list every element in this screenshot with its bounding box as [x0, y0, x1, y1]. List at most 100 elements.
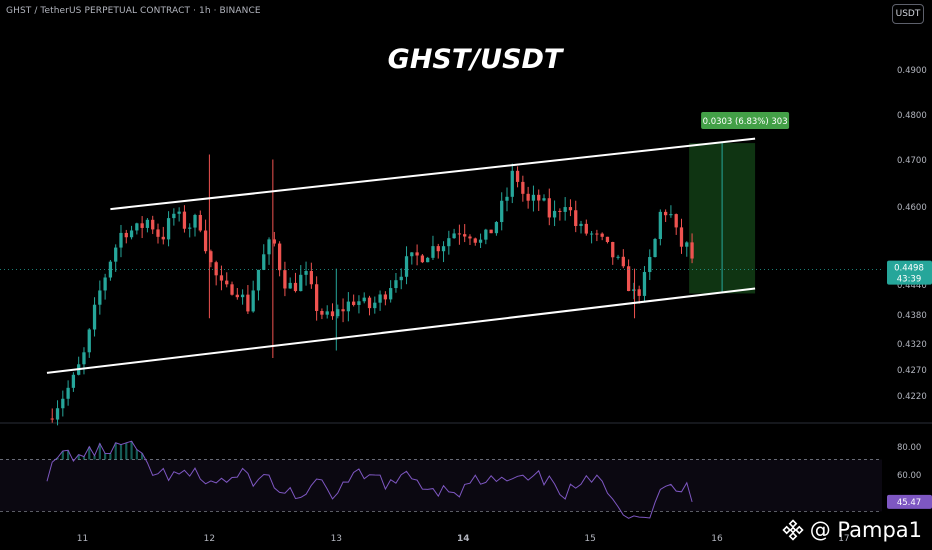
countdown-label: 43:39	[897, 275, 922, 285]
candle-body	[277, 243, 282, 271]
currency-button[interactable]: USDT	[892, 4, 924, 24]
candle-body	[563, 207, 567, 212]
candle-body	[219, 275, 224, 281]
candle-body	[600, 233, 604, 237]
time-tick-label: 12	[204, 534, 215, 544]
candle-body	[584, 223, 588, 234]
candle-body	[209, 251, 213, 263]
candle-body	[92, 304, 97, 330]
candle-body	[685, 242, 689, 247]
candle-body	[362, 297, 366, 302]
candle-body	[420, 255, 425, 263]
candle-body	[494, 222, 499, 234]
candle-body	[240, 294, 245, 298]
candle-body	[595, 233, 599, 235]
candle-body	[214, 262, 218, 276]
price-tick-label: 0.4800	[897, 111, 927, 121]
candle-body	[55, 408, 60, 420]
candle-body	[394, 280, 398, 289]
rsi-value-label: 45.47	[897, 498, 921, 508]
symbol-info: GHST / TetherUS PERPETUAL CONTRACT · 1h …	[6, 6, 261, 16]
candle-body	[124, 232, 128, 238]
time-tick-label: 13	[331, 534, 342, 544]
candle-body	[568, 207, 573, 211]
candle-body	[129, 230, 134, 238]
candle-body	[616, 256, 620, 258]
price-tick-label: 0.4600	[897, 203, 927, 213]
candle-body	[648, 257, 652, 273]
candle-body	[389, 288, 393, 300]
candle-body	[172, 213, 176, 219]
candle-body	[415, 252, 419, 256]
axis-mask	[883, 22, 932, 28]
candle-body	[98, 290, 102, 305]
target-box-label-bg	[701, 112, 790, 129]
candle-body	[679, 227, 684, 247]
price-tick-label: 0.4900	[897, 66, 927, 76]
candle-body	[552, 210, 557, 218]
candle-body	[235, 294, 239, 298]
candle-body	[447, 238, 451, 247]
candle-body	[61, 398, 65, 409]
candle-body	[145, 219, 150, 228]
candle-body	[373, 302, 377, 309]
candle-body	[589, 233, 594, 235]
time-tick-label: 16	[711, 534, 723, 544]
candle-body	[314, 284, 319, 311]
candle-body	[663, 211, 668, 216]
candle-body	[500, 200, 504, 223]
candle-body	[82, 352, 86, 365]
candle-body	[542, 198, 546, 201]
price-tick-label: 0.4380	[897, 311, 927, 321]
candle-body	[383, 294, 388, 300]
candle-body	[473, 238, 477, 243]
chart-title: GHST/USDT	[387, 44, 563, 75]
candle-body	[50, 418, 54, 420]
candle-body	[346, 301, 350, 312]
candle-body	[188, 227, 192, 229]
candle-body	[156, 229, 160, 237]
candle-body	[547, 198, 551, 218]
candle-body	[267, 239, 271, 255]
current-price-badge	[887, 260, 932, 285]
time-tick-label: 15	[584, 534, 595, 544]
candle-body	[526, 193, 530, 201]
candle-body	[531, 194, 536, 201]
candle-body	[515, 170, 520, 182]
candle-body	[161, 236, 165, 240]
candle-body	[537, 194, 541, 201]
rsi-overbought-fill	[56, 441, 144, 460]
candle-body	[611, 241, 615, 258]
candle-body	[71, 374, 76, 388]
price-tick-label: 0.4320	[897, 340, 927, 350]
candle-body	[320, 310, 324, 315]
candle-body	[441, 246, 446, 252]
candle-body	[378, 294, 382, 303]
candle-body	[114, 247, 118, 262]
candle-body	[653, 239, 657, 258]
candle-body	[225, 280, 229, 285]
channel-lower-line	[46, 287, 756, 374]
price-tick-label: 0.4440	[897, 281, 927, 291]
candle-body	[642, 272, 647, 296]
candle-body	[272, 239, 276, 244]
candle-body	[262, 254, 266, 270]
candle-body	[605, 236, 610, 242]
candle-body	[166, 218, 171, 240]
watermark-text: @ Pampa1	[809, 518, 922, 542]
candle-body	[256, 269, 261, 291]
candle-body	[283, 270, 287, 289]
candle-body	[632, 289, 636, 292]
rsi-tick-label: 80.00	[897, 443, 921, 453]
candle-body	[352, 301, 356, 305]
candle-body	[674, 214, 678, 228]
candle-body	[108, 261, 113, 278]
watermark: @ Pampa1	[782, 518, 922, 542]
candle-body	[463, 234, 467, 237]
candle-body	[288, 282, 292, 289]
target-box-label: 0.0303 (6.83%) 303	[703, 117, 788, 127]
candle-body	[230, 284, 234, 295]
candle-body	[246, 294, 250, 312]
candle-body	[452, 233, 456, 239]
